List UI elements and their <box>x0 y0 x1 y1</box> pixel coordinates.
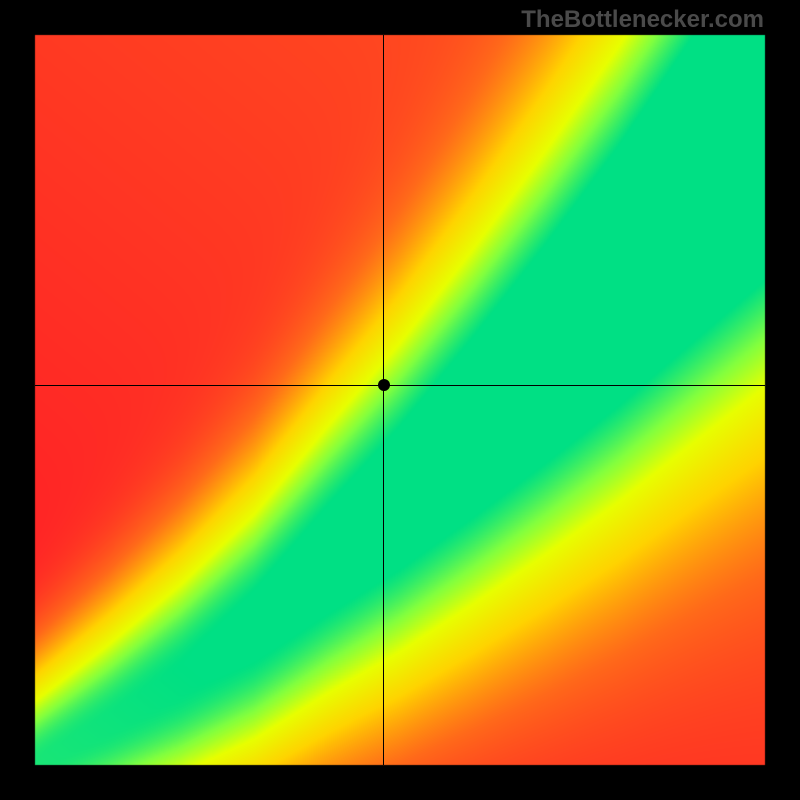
crosshair-horizontal <box>35 385 765 386</box>
crosshair-vertical <box>383 35 384 765</box>
watermark-text: TheBottlenecker.com <box>521 6 764 34</box>
bottleneck-heatmap-chart: TheBottlenecker.com <box>0 0 800 800</box>
selection-marker <box>378 379 390 391</box>
heatmap-canvas <box>0 0 800 800</box>
